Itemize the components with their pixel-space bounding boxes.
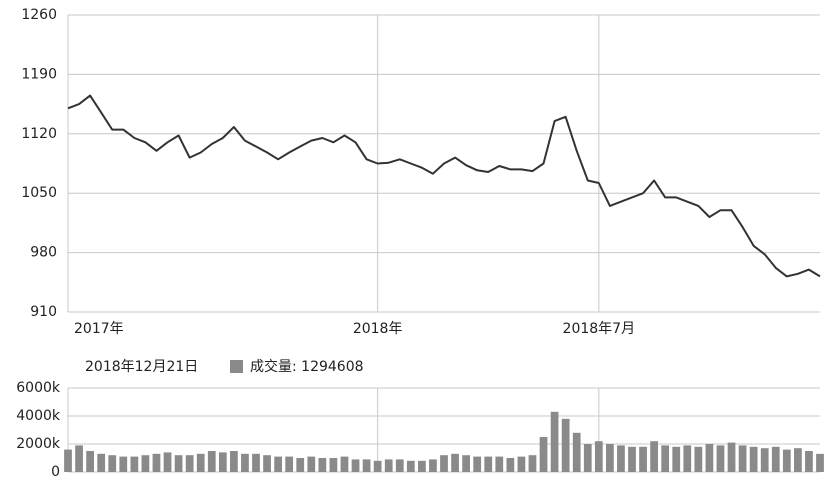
volume-bar <box>683 445 692 472</box>
volume-bar <box>241 453 249 472</box>
volume-bar <box>296 458 305 472</box>
legend-swatch <box>230 360 243 373</box>
price-line <box>67 94 821 278</box>
volume-bar <box>495 456 504 472</box>
volume-bar <box>429 459 437 472</box>
volume-bar <box>174 455 183 472</box>
volume-bar <box>373 460 382 472</box>
y-tick-label: 1260 <box>21 7 57 23</box>
volume-bar <box>451 453 459 472</box>
volume-bar <box>119 456 128 472</box>
volume-bar <box>672 446 681 472</box>
y-tick-label: 2000k <box>16 436 61 452</box>
volume-bar <box>185 455 194 472</box>
volume-bar <box>218 452 227 472</box>
y-tick-label: 6000k <box>16 380 61 396</box>
volume-bar <box>694 446 703 472</box>
volume-bar <box>263 455 271 472</box>
volume-bar <box>163 452 172 472</box>
volume-bar <box>749 446 758 472</box>
volume-bar <box>473 456 482 472</box>
y-tick-label: 0 <box>51 464 60 480</box>
volume-bar <box>639 446 647 472</box>
volume-bar <box>230 451 238 472</box>
volume-bar <box>340 456 349 472</box>
volume-bar <box>362 459 371 472</box>
date-label: 2018年12月21日 <box>85 359 198 375</box>
volume-bar <box>97 453 106 472</box>
volume-bar <box>285 456 294 472</box>
volume-bar <box>561 418 570 472</box>
volume-bar <box>86 451 94 472</box>
x-tick-label: 2018年7月 <box>563 321 636 337</box>
volume-bar <box>528 455 537 472</box>
volume-bar <box>517 456 526 472</box>
y-tick-label: 1050 <box>21 185 57 201</box>
x-tick-label: 2017年 <box>74 321 124 337</box>
volume-bar <box>484 456 493 472</box>
volume-bar <box>771 446 780 472</box>
volume-bar <box>539 437 548 472</box>
y-tick-label: 4000k <box>16 408 61 424</box>
volume-bar <box>152 453 161 472</box>
volume-bar <box>406 460 415 472</box>
volume-bar <box>196 453 205 472</box>
volume-bar <box>594 441 603 472</box>
volume-bar <box>75 445 83 472</box>
volume-bar <box>661 445 670 472</box>
volume-bar <box>572 432 581 472</box>
volume-bar <box>108 455 117 472</box>
volume-bar <box>64 449 72 472</box>
volume-bar <box>462 455 470 472</box>
volume-bar <box>141 455 150 472</box>
volume-bar <box>506 458 515 472</box>
volume-bar <box>395 459 404 472</box>
volume-bar <box>130 456 139 472</box>
y-tick-label: 1190 <box>21 66 57 82</box>
x-tick-label: 2018年 <box>353 321 403 337</box>
volume-bar <box>727 442 736 472</box>
volume-bar <box>738 445 747 472</box>
volume-bar <box>550 411 559 472</box>
y-tick-label: 1120 <box>21 126 57 142</box>
legend-label: 成交量: 1294608 <box>250 358 364 375</box>
volume-bar <box>705 444 714 472</box>
volume-bar <box>617 445 625 472</box>
volume-bar <box>782 449 791 472</box>
volume-bar <box>805 451 813 472</box>
volume-bar <box>351 459 360 472</box>
volume-bar <box>650 441 658 472</box>
volume-bar <box>760 448 769 472</box>
volume-bar <box>384 459 393 472</box>
volume-bar <box>274 456 282 472</box>
volume-bar <box>794 448 802 472</box>
volume-bar <box>329 458 338 472</box>
volume-bar <box>583 444 592 472</box>
y-tick-label: 910 <box>30 304 57 320</box>
y-tick-label: 980 <box>30 245 57 261</box>
volume-bar <box>716 445 725 472</box>
volume-bar <box>418 460 426 472</box>
volume-bar <box>307 456 316 472</box>
volume-bar <box>816 453 824 472</box>
volume-bar <box>318 458 327 472</box>
volume-bar <box>628 446 636 472</box>
volume-bar <box>606 444 614 472</box>
volume-bar <box>207 451 216 472</box>
volume-bar <box>440 455 448 472</box>
volume-bar <box>252 453 260 472</box>
